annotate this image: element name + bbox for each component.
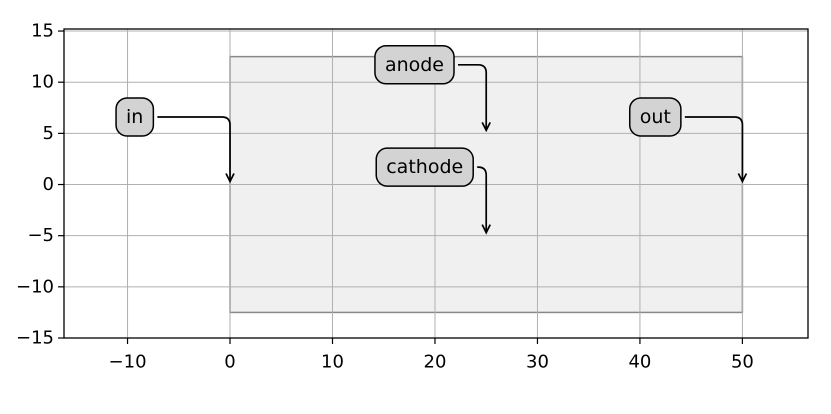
y-tick-label: 10 xyxy=(31,72,54,93)
y-tick-label: −10 xyxy=(16,276,54,297)
x-tick-label: −10 xyxy=(109,352,147,373)
annotation-box xyxy=(375,147,474,187)
y-tick-label: 5 xyxy=(43,123,54,144)
annotation-arrow xyxy=(458,63,491,133)
annotation-arrow xyxy=(684,116,748,184)
annotation-box xyxy=(115,97,155,137)
x-tick-label: 10 xyxy=(321,352,344,373)
plot-frame xyxy=(63,28,809,339)
x-tick-label: 30 xyxy=(526,352,549,373)
annotation-text: in xyxy=(126,106,143,128)
annotation-text: cathode xyxy=(386,156,463,178)
x-tick-label: 40 xyxy=(628,352,651,373)
y-tick-label: −5 xyxy=(27,225,54,246)
annotation-box xyxy=(374,45,455,85)
annotation-arrow xyxy=(477,166,491,235)
y-tick-label: 0 xyxy=(43,174,54,195)
annotation-arrow xyxy=(157,116,235,184)
x-tick-label: 20 xyxy=(424,352,447,373)
y-tick-label: −15 xyxy=(16,328,54,349)
annotation-text: out xyxy=(640,106,671,128)
x-tick-label: 50 xyxy=(731,352,754,373)
x-tick-label: 0 xyxy=(224,352,235,373)
annotation-box xyxy=(628,97,682,137)
annotation-text: anode xyxy=(385,54,444,76)
y-tick-label: 15 xyxy=(31,21,54,42)
